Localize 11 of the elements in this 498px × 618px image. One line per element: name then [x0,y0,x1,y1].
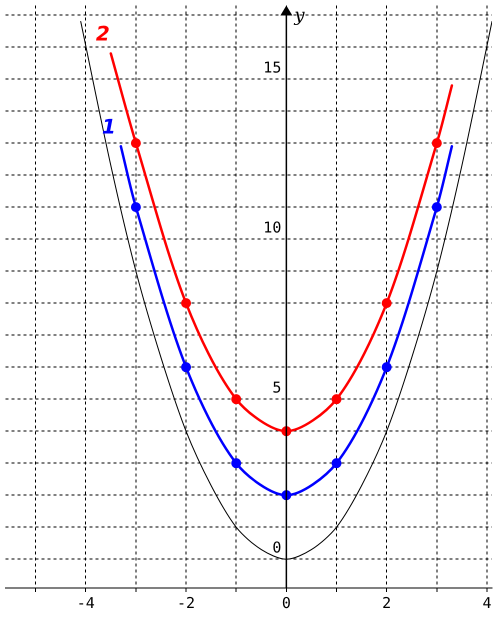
y-tick-label: 10 [263,218,282,237]
y-tick-label: 0 [272,538,282,557]
x-tick-label: 2 [382,594,392,612]
x-tick-label: 4 [482,594,492,612]
x-tick-label: -4 [76,594,95,612]
series-label: 1 [102,114,116,139]
y-tick-label: 5 [272,378,282,397]
y-axis-title: y [293,5,306,26]
x-tick-label: -2 [177,594,196,612]
y-tick-label: 15 [263,58,282,77]
series-label: 2 [96,22,110,46]
